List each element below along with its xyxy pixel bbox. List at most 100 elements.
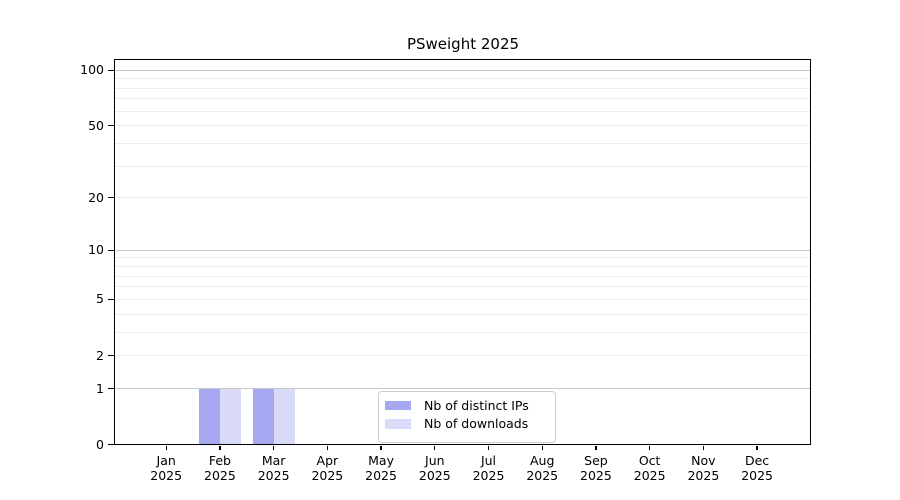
y-gridline-minor-4 xyxy=(115,313,810,315)
x-tick-year-apr: 2025 xyxy=(311,468,344,483)
legend: Nb of distinct IPs Nb of downloads xyxy=(378,390,556,443)
bar-mar-nb-of-distinct-ips xyxy=(252,388,274,445)
x-tick-label-feb: Feb 2025 xyxy=(192,453,248,484)
x-tick-label-may: May 2025 xyxy=(353,453,409,484)
x-tick-sep xyxy=(595,445,597,450)
y-tick-label-100: 100 xyxy=(80,62,104,78)
x-tick-year-aug: 2025 xyxy=(526,468,559,483)
y-tick-10 xyxy=(108,249,114,251)
x-tick-label-jul: Jul 2025 xyxy=(461,453,517,484)
x-tick-year-mar: 2025 xyxy=(257,468,290,483)
x-tick-year-may: 2025 xyxy=(365,468,397,483)
x-tick-year-oct: 2025 xyxy=(633,468,666,483)
y-tick-2 xyxy=(108,354,114,357)
y-tick-label-0: 0 xyxy=(96,436,104,452)
y-tick-100 xyxy=(108,69,114,71)
legend-item-downloads: Nb of downloads xyxy=(385,415,555,434)
x-tick-may xyxy=(380,445,382,450)
x-tick-nov xyxy=(702,445,705,450)
y-tick-label-2: 2 xyxy=(96,347,104,363)
bar-mar-nb-of-downloads xyxy=(273,388,295,445)
y-gridline-minor-5 xyxy=(115,298,810,300)
x-tick-month-jan: Jan xyxy=(156,452,176,468)
x-tick-year-jun: 2025 xyxy=(418,468,451,483)
y-gridline-minor-60 xyxy=(115,110,810,112)
x-tick-label-dec: Dec 2025 xyxy=(729,453,785,484)
y-gridline-minor-80 xyxy=(115,87,810,89)
x-tick-year-dec: 2025 xyxy=(741,468,773,483)
bar-feb-nb-of-downloads xyxy=(219,388,241,445)
x-tick-year-sep: 2025 xyxy=(580,468,612,483)
x-tick-label-sep: Sep 2025 xyxy=(568,453,624,484)
x-tick-jun xyxy=(434,445,436,450)
y-gridline-minor-30 xyxy=(115,165,810,167)
y-tick-label-20: 20 xyxy=(88,189,104,205)
x-tick-label-jun: Jun 2025 xyxy=(407,453,463,484)
y-gridline-minor-20 xyxy=(115,197,810,199)
legend-label-distinct-ips: Nb of distinct IPs xyxy=(424,397,529,413)
x-tick-year-jul: 2025 xyxy=(472,468,505,483)
legend-swatch-distinct-ips xyxy=(385,400,411,410)
x-tick-label-nov: Nov 2025 xyxy=(675,453,731,484)
x-tick-month-oct: Oct xyxy=(638,452,661,468)
y-gridline-minor-50 xyxy=(115,125,810,127)
x-tick-year-nov: 2025 xyxy=(687,468,720,483)
legend-item-distinct-ips: Nb of distinct IPs xyxy=(385,396,555,415)
y-gridline-major-100 xyxy=(115,69,810,71)
x-tick-dec xyxy=(756,445,758,450)
x-tick-label-jan: Jan 2025 xyxy=(138,453,194,484)
y-gridline-minor-90 xyxy=(115,78,810,80)
x-tick-month-feb: Feb xyxy=(208,452,231,468)
legend-label-downloads: Nb of downloads xyxy=(424,416,529,432)
x-tick-month-dec: Dec xyxy=(744,452,770,468)
x-tick-mar xyxy=(272,445,275,450)
y-gridline-minor-9 xyxy=(115,257,810,259)
x-tick-month-jun: Jun xyxy=(425,452,445,468)
x-tick-label-aug: Aug 2025 xyxy=(514,453,570,484)
y-gridline-major-10 xyxy=(115,249,810,251)
x-tick-jan xyxy=(165,445,167,450)
x-tick-month-mar: Mar xyxy=(261,452,286,468)
x-tick-month-sep: Sep xyxy=(584,452,608,468)
chart-title: PSweight 2025 xyxy=(406,35,520,53)
y-gridline-minor-40 xyxy=(115,142,810,144)
x-tick-label-oct: Oct 2025 xyxy=(622,453,678,484)
y-tick-50 xyxy=(108,125,114,127)
x-tick-aug xyxy=(541,445,543,450)
x-tick-month-aug: Aug xyxy=(530,452,555,468)
x-tick-month-jul: Jul xyxy=(480,452,497,468)
x-tick-month-apr: Apr xyxy=(316,452,339,468)
x-tick-label-apr: Apr 2025 xyxy=(299,453,355,484)
y-gridline-minor-7 xyxy=(115,275,810,277)
y-tick-label-5: 5 xyxy=(96,291,104,307)
y-tick-label-50: 50 xyxy=(88,117,104,133)
x-tick-year-feb: 2025 xyxy=(204,468,236,483)
x-tick-year-jan: 2025 xyxy=(150,468,183,483)
x-tick-label-mar: Mar 2025 xyxy=(246,453,302,484)
x-tick-month-nov: Nov xyxy=(691,452,716,468)
x-tick-oct xyxy=(649,445,651,450)
y-gridline-major-1 xyxy=(115,387,810,390)
y-tick-5 xyxy=(108,298,114,300)
x-tick-jul xyxy=(487,445,490,450)
x-tick-feb xyxy=(219,445,221,450)
x-tick-month-may: May xyxy=(368,452,394,468)
y-gridline-minor-3 xyxy=(115,331,810,333)
y-gridline-minor-70 xyxy=(115,98,810,100)
y-gridline-minor-2 xyxy=(115,355,810,357)
y-tick-20 xyxy=(108,197,114,199)
y-tick-1 xyxy=(108,387,114,390)
y-gridline-minor-6 xyxy=(115,286,810,288)
y-gridline-minor-8 xyxy=(115,265,810,267)
x-tick-apr xyxy=(326,445,328,450)
y-tick-label-10: 10 xyxy=(88,242,104,258)
bar-feb-nb-of-distinct-ips xyxy=(198,388,220,445)
y-tick-label-1: 1 xyxy=(96,380,104,396)
legend-swatch-downloads xyxy=(385,419,411,429)
y-tick-0 xyxy=(108,444,114,446)
